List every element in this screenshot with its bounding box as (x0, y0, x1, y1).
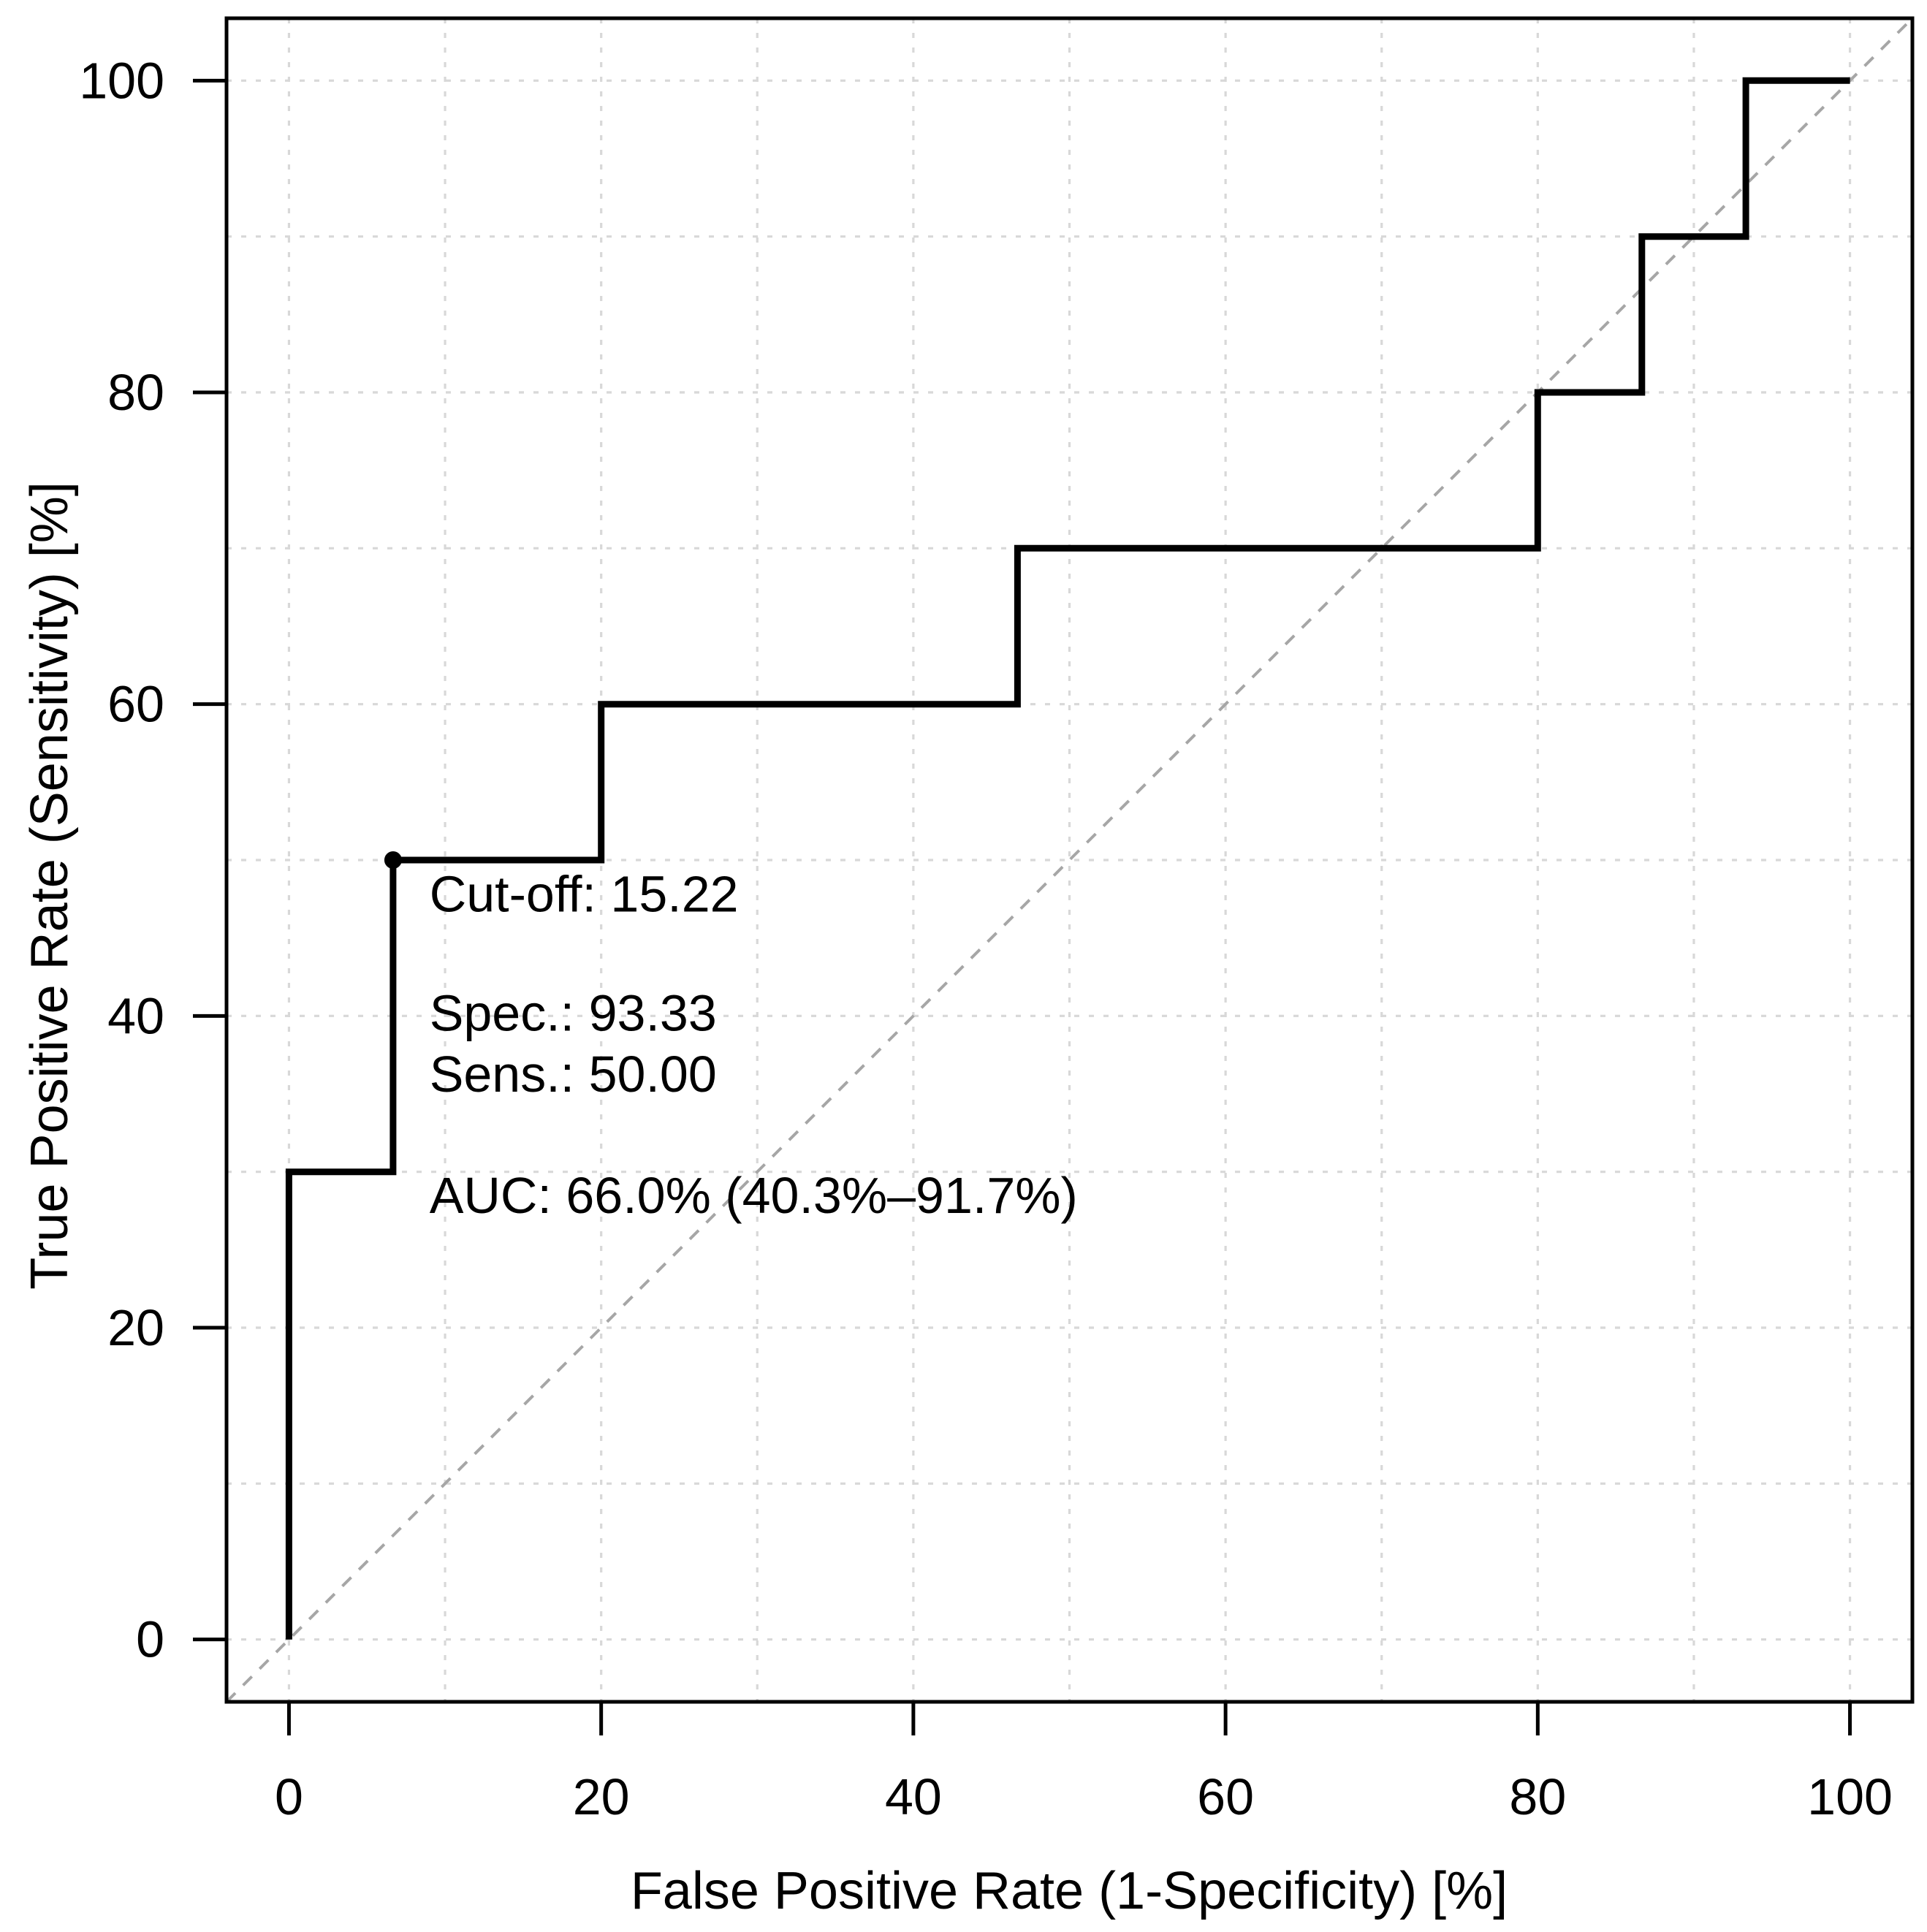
x-axis-tick-label: 0 (275, 1768, 303, 1825)
roc-curve (285, 77, 1850, 1640)
annotation-sens: Sens.: 50.00 (430, 1046, 717, 1103)
annotation-spec: Spec.: 93.33 (430, 985, 717, 1042)
plot-frame (224, 16, 1915, 1704)
x-axis-tick-label: 100 (1807, 1768, 1893, 1825)
optimal-point-marker (384, 851, 402, 869)
axes-layer: 0 20 40 60 80 100 0 20 40 60 80 100 (79, 52, 1893, 1825)
grid (227, 18, 1912, 1702)
x-axis-title: False Positive Rate (1-Specificity) [%] (631, 1862, 1508, 1920)
annotation-cutoff: Cut-off: 15.22 (430, 865, 739, 922)
roc-curve-layer (285, 77, 1850, 1640)
y-axis-tick-label: 20 (107, 1299, 164, 1356)
x-axis-tick-label: 40 (885, 1768, 942, 1825)
x-axis-tick-label: 60 (1197, 1768, 1254, 1825)
y-axis-tick-label: 100 (79, 52, 164, 109)
y-axis-tick-label: 60 (107, 676, 164, 733)
x-axis-tick-label: 20 (573, 1768, 630, 1825)
plot-frame-layer (224, 16, 1915, 1704)
y-axis-tick-label: 40 (107, 987, 164, 1044)
y-axis-tick-label: 80 (107, 364, 164, 421)
x-axis-tick-label: 80 (1509, 1768, 1566, 1825)
y-axis-tick-label: 0 (136, 1611, 164, 1668)
annotation-auc: AUC: 66.0% (40.3%–91.7%) (430, 1167, 1078, 1224)
y-axis-title: True Positive Rate (Sensitivity) [%] (20, 482, 79, 1290)
